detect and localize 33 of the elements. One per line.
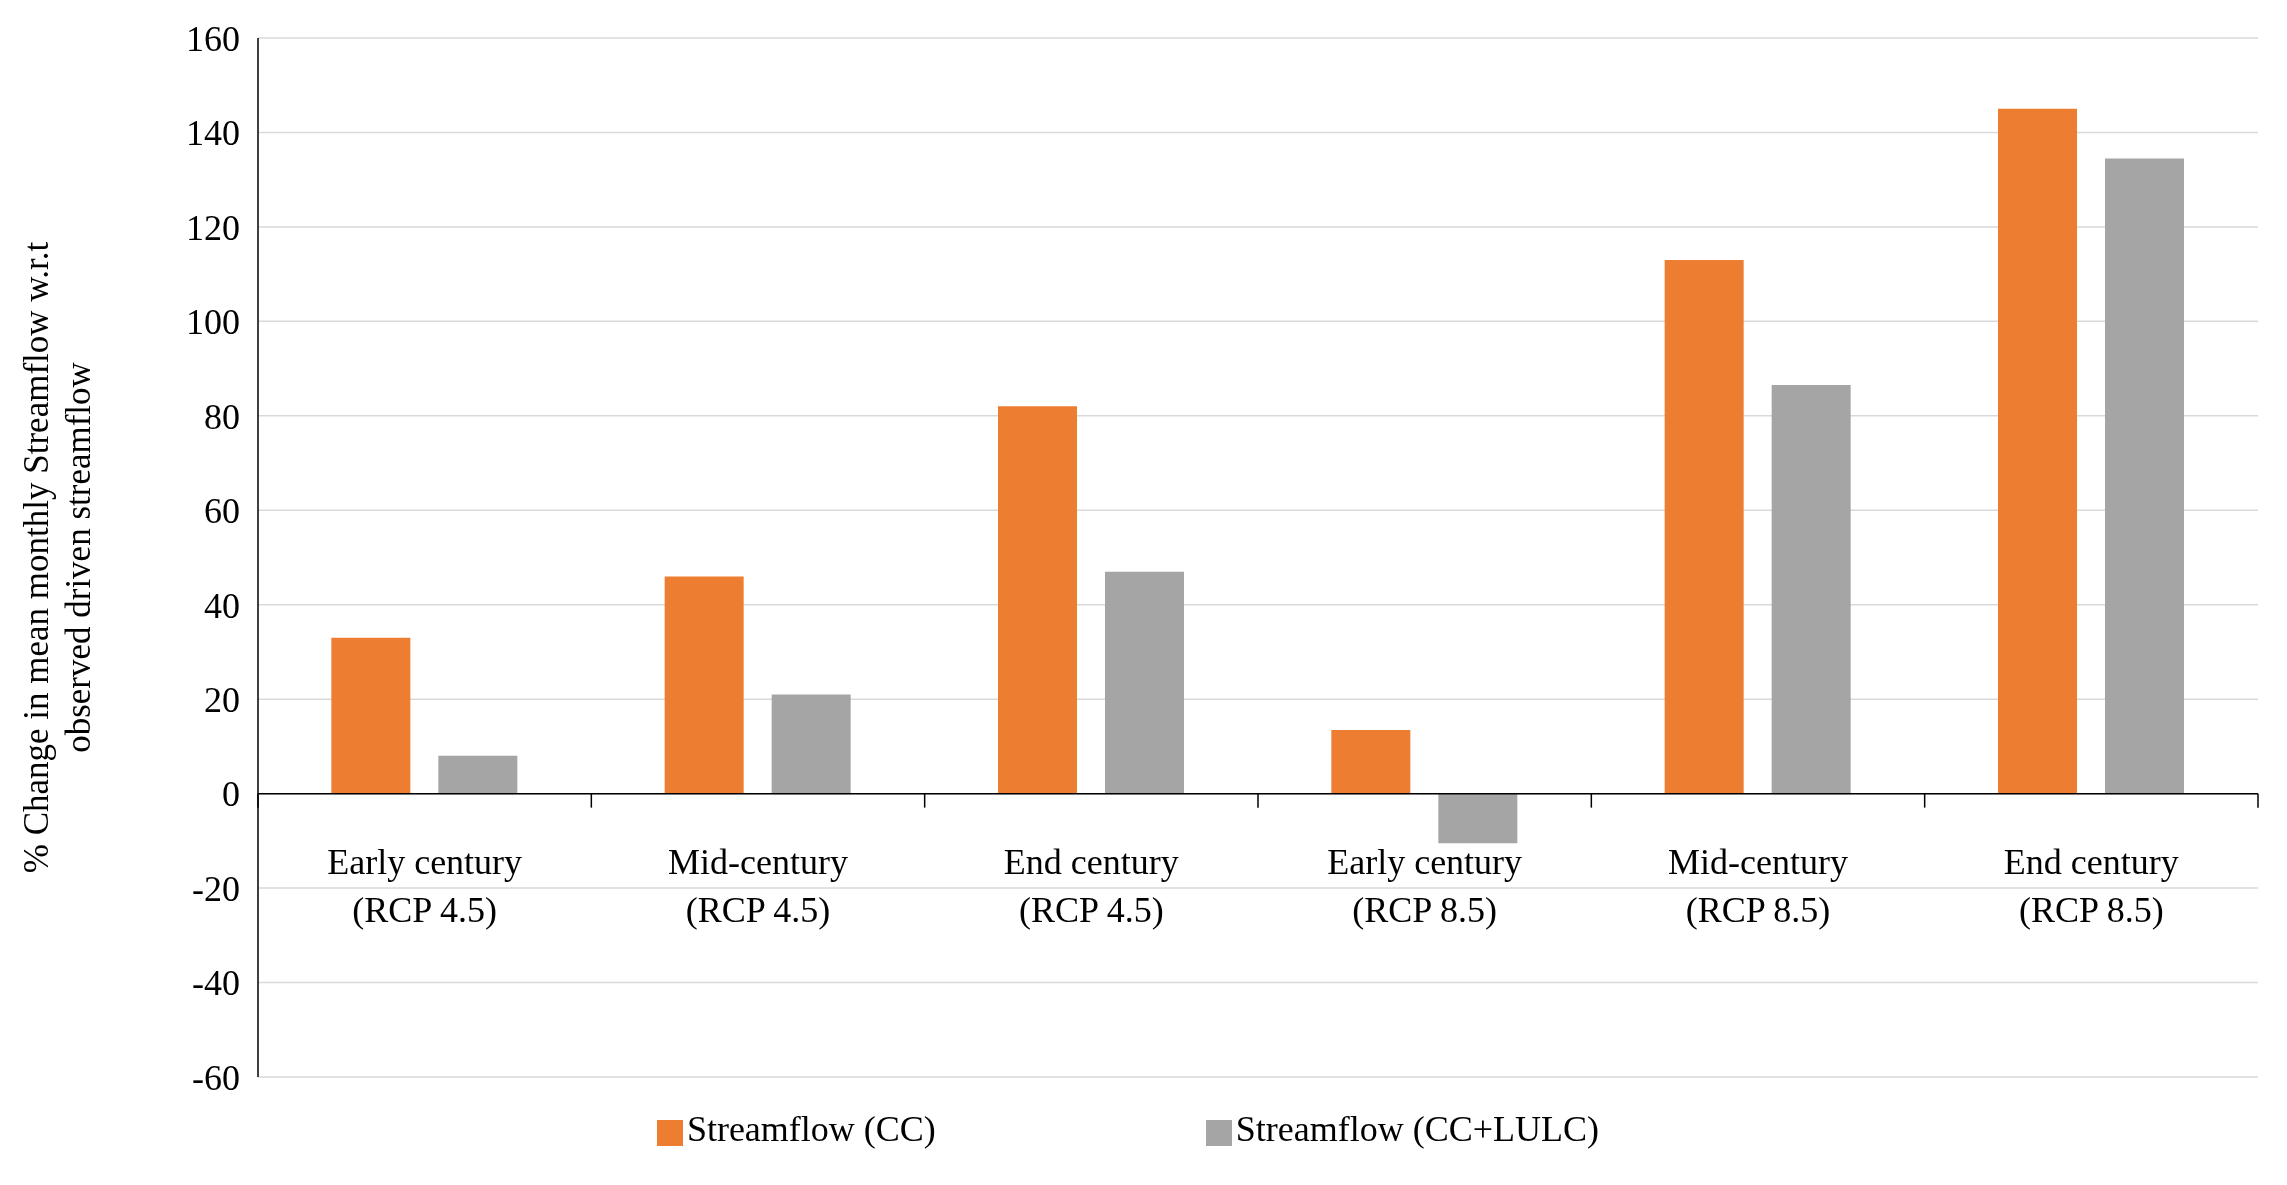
bar <box>1438 793 1518 844</box>
x-tick-label: Mid-century (RCP 4.5) <box>668 841 848 930</box>
y-tick-label: 60 <box>204 491 240 532</box>
bar <box>664 576 744 794</box>
bar <box>438 755 518 794</box>
bar <box>771 694 851 794</box>
x-tick-label: Mid-century (RCP 8.5) <box>1668 841 1848 930</box>
x-tick-label: Early century (RCP 8.5) <box>1327 841 1523 930</box>
y-tick-label: 20 <box>204 679 240 720</box>
x-tick-label: End century (RCP 8.5) <box>2003 841 2179 930</box>
y-tick-label: -60 <box>192 1057 240 1098</box>
legend-label: Streamflow (CC) <box>686 1109 936 1149</box>
y-tick-label: 160 <box>186 18 240 59</box>
bar <box>2105 158 2184 794</box>
bar <box>1998 108 2077 794</box>
bar <box>1664 259 1744 794</box>
y-tick-label: 80 <box>204 396 240 437</box>
y-tick-label: -40 <box>192 963 240 1004</box>
y-axis-title: % Change in mean monthly Streamflow w.r.t observed driven streamflow <box>17 241 98 874</box>
y-tick-label: -20 <box>192 868 240 909</box>
bar <box>1331 729 1411 794</box>
y-tick-label: 140 <box>186 113 240 154</box>
bar <box>1771 385 1851 794</box>
x-tick-label: End century (RCP 4.5) <box>1003 841 1179 930</box>
y-tick-label: 40 <box>204 585 240 626</box>
y-tick-label: 120 <box>186 207 240 248</box>
legend-label: Streamflow (CC+LULC) <box>1235 1109 1600 1149</box>
bar <box>1105 571 1184 794</box>
bar <box>331 637 411 794</box>
bar <box>998 406 1077 794</box>
y-tick-label: 0 <box>222 774 240 815</box>
x-tick-label: Early century (RCP 4.5) <box>327 841 523 930</box>
y-tick-label: 100 <box>186 302 240 343</box>
